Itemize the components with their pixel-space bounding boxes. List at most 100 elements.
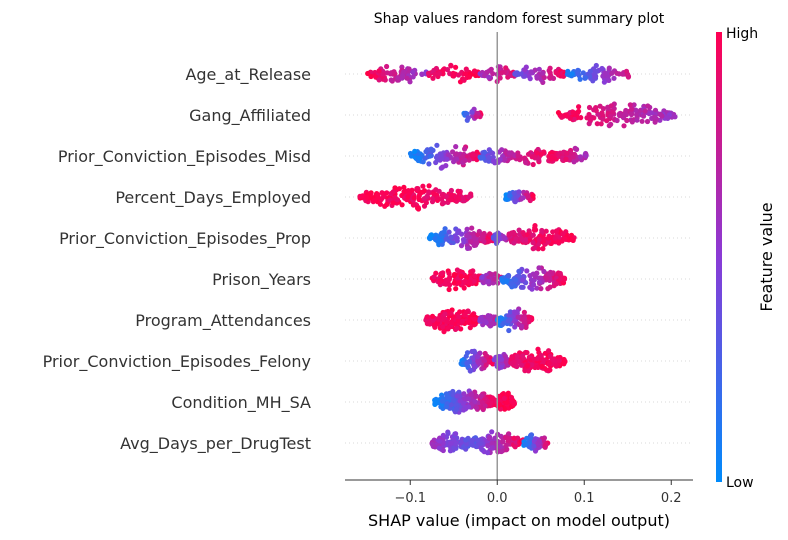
shap-point: [435, 195, 441, 201]
shap-point: [451, 159, 457, 165]
shap-point: [538, 275, 544, 281]
shap-point: [469, 109, 475, 115]
shap-point: [515, 314, 521, 320]
shap-point: [580, 70, 586, 76]
shap-point: [629, 119, 635, 125]
shap-point: [478, 315, 484, 321]
shap-point: [462, 146, 468, 152]
shap-point: [428, 232, 435, 238]
shap-point: [505, 435, 511, 442]
shap-point: [522, 73, 528, 79]
shap-point: [620, 71, 626, 77]
shap-point: [497, 75, 503, 81]
shap-point: [469, 225, 475, 231]
shap-point: [415, 205, 421, 211]
shap-point: [545, 286, 551, 292]
shap-point: [520, 230, 526, 236]
shap-point: [468, 391, 474, 397]
shap-point: [571, 159, 577, 165]
shap-point: [490, 150, 496, 156]
shap-point: [436, 445, 442, 451]
x-tick-label: 0.1: [574, 491, 595, 506]
shap-point: [436, 315, 442, 322]
shap-point: [376, 68, 382, 74]
shap-point: [535, 241, 542, 247]
shap-point: [572, 145, 578, 151]
shap-point: [530, 232, 536, 238]
shap-point: [645, 103, 651, 109]
shap-point: [427, 153, 433, 159]
shap-point: [382, 77, 388, 83]
shap-point: [536, 279, 543, 285]
shap-point: [448, 62, 454, 68]
shap-point: [511, 435, 517, 441]
shap-point: [547, 70, 553, 76]
shap-point: [464, 232, 470, 238]
shap-point: [407, 79, 413, 85]
shap-point: [502, 156, 508, 162]
shap-point: [488, 66, 494, 72]
shap-point: [392, 185, 398, 191]
shap-point: [547, 74, 553, 81]
feature-row-points: [458, 346, 568, 374]
shap-point: [465, 245, 471, 251]
shap-point: [453, 144, 459, 150]
shap-point: [621, 123, 627, 129]
row-gridlines: [345, 73, 693, 444]
shap-point: [577, 76, 583, 82]
shap-point: [498, 356, 505, 362]
feature-label: Avg_Days_per_DrugTest: [120, 434, 311, 454]
shap-point: [539, 363, 545, 370]
shap-point: [453, 406, 460, 412]
shap-point: [496, 402, 502, 408]
shap-point: [435, 157, 441, 163]
shap-point: [485, 278, 491, 284]
shap-point: [522, 368, 528, 374]
shap-point: [446, 270, 452, 276]
shap-point: [466, 74, 472, 80]
shap-point: [485, 313, 491, 319]
shap-point: [555, 110, 562, 116]
shap-point: [486, 435, 492, 441]
shap-point: [594, 121, 600, 127]
shap-point: [488, 271, 494, 277]
shap-point: [405, 194, 411, 200]
shap-point: [481, 318, 488, 324]
feature-label: Age_at_Release: [185, 65, 311, 85]
shap-point: [562, 112, 569, 118]
shap-point: [453, 151, 460, 157]
shap-point: [457, 398, 463, 404]
shap-point: [587, 73, 593, 79]
shap-point: [509, 280, 515, 286]
shap-point: [411, 195, 417, 201]
shap-point: [504, 446, 510, 452]
shap-point: [509, 230, 515, 236]
shap-point: [649, 110, 655, 116]
shap-point: [463, 437, 469, 443]
shap-point: [501, 395, 507, 401]
shap-point: [379, 195, 386, 201]
shap-point: [474, 354, 481, 360]
shap-point: [440, 194, 446, 200]
shap-point: [532, 223, 538, 229]
shap-point: [498, 448, 504, 455]
shap-point: [499, 278, 505, 284]
shap-point: [461, 312, 467, 318]
shap-point: [531, 282, 537, 288]
shap-point: [524, 350, 530, 356]
shap-point: [426, 183, 432, 189]
shap-point: [561, 361, 567, 367]
shap-point: [513, 277, 519, 283]
shap-point: [461, 407, 467, 413]
shap-point: [599, 65, 605, 72]
shap-point: [524, 435, 530, 441]
shap-point: [556, 239, 562, 245]
shap-point: [424, 193, 430, 199]
shap-point: [489, 440, 495, 446]
shap-point: [457, 309, 463, 315]
shap-point: [540, 246, 546, 252]
shap-point: [505, 273, 511, 279]
shap-point: [532, 272, 538, 278]
shap-point: [439, 230, 445, 236]
